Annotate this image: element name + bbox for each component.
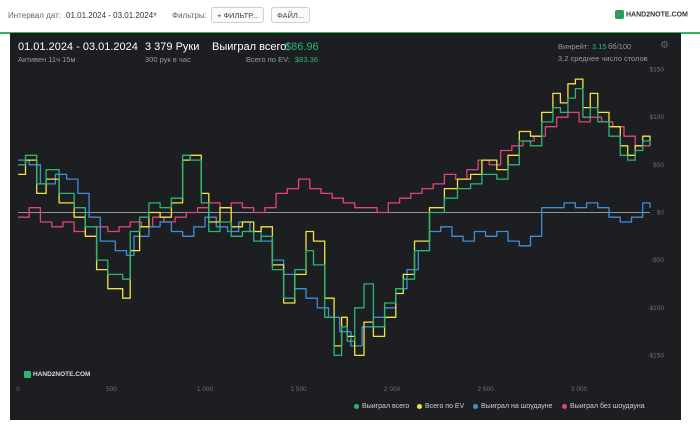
add-filter-button[interactable]: + ФИЛЬТР... [211, 7, 265, 23]
legend-nonshowdown-label: Выиграл без шоудауна [570, 403, 645, 410]
legend-won-marker [354, 403, 359, 409]
legend-won-label: Выиграл всего [362, 403, 410, 410]
interval-label: Интервал дат: [8, 11, 61, 20]
toolbar: Интервал дат: 01.01.2024 - 03.01.2024 ▾ … [0, 0, 700, 34]
logo-icon [615, 10, 624, 19]
legend-nonshowdown[interactable]: Выиграл без шоудауна [562, 403, 645, 410]
y-tick-label: -$100 [647, 305, 664, 312]
hands-rate: 300 рук в час [145, 55, 191, 64]
gear-icon[interactable]: ⚙ [660, 40, 669, 51]
y-tick-label: $50 [653, 162, 664, 169]
x-tick-label: 2 000 [384, 386, 401, 393]
brand-logo-text: HAND2NOTE.COM [626, 11, 688, 19]
series-ev-line [18, 78, 651, 357]
interval-select[interactable]: 01.01.2024 - 03.01.2024 [66, 11, 154, 20]
y-tick-label: -$150 [647, 352, 664, 359]
x-tick-label: 2 500 [477, 386, 494, 393]
x-tick-label: 1 500 [290, 386, 307, 393]
winrate-suffix: бб/100 [608, 42, 632, 51]
file-button[interactable]: ФАЙЛ... [271, 7, 311, 23]
legend-ev-label: Всего по EV [425, 403, 465, 410]
chart-watermark-text: HAND2NOTE.COM [33, 371, 91, 379]
active-time: Активен 11ч 15м [18, 55, 76, 64]
legend-won[interactable]: Выиграл всего [354, 403, 409, 410]
series-nonshowdown-line [18, 111, 651, 237]
legend-nonshowdown-marker [562, 403, 567, 409]
series-won-line [18, 87, 651, 357]
y-tick-label: $150 [650, 67, 665, 74]
x-tick-label: 500 [106, 386, 117, 393]
y-tick-label: $0 [657, 209, 665, 216]
chart-watermark: HAND2NOTE.COM [24, 371, 90, 378]
avg-tables: 3.2 среднее число столов [558, 54, 648, 63]
legend-showdown-marker [473, 403, 478, 409]
legend-ev[interactable]: Всего по EV [417, 403, 464, 410]
legend-ev-marker [417, 403, 422, 409]
y-tick-label: -$50 [651, 257, 664, 264]
won-total-value: $86.96 [285, 41, 319, 53]
legend-showdown-label: Выиграл на шоудауне [481, 403, 553, 410]
brand-logo: HAND2NOTE.COM [615, 10, 688, 19]
filters-label: Фильтры: [172, 11, 207, 20]
y-tick-label: $100 [650, 114, 665, 121]
chevron-down-icon[interactable]: ▾ [153, 10, 158, 19]
x-tick-label: 3 000 [571, 386, 588, 393]
won-total-label: Выиграл всего: [212, 41, 290, 53]
ev-value: $83.36 [295, 55, 318, 64]
winrate-label: Винрейт: [558, 42, 590, 51]
winrate-value: 3.15 [592, 42, 607, 51]
ev-label: Всего по EV: [246, 55, 290, 64]
hands-count: 3 379 Руки [145, 41, 200, 53]
x-tick-label: 1 000 [197, 386, 214, 393]
date-range: 01.01.2024 - 03.01.2024 [18, 41, 138, 53]
watermark-logo-icon [24, 371, 31, 378]
legend-showdown[interactable]: Выиграл на шоудауне [473, 403, 553, 410]
x-tick-label: 0 [16, 386, 20, 393]
